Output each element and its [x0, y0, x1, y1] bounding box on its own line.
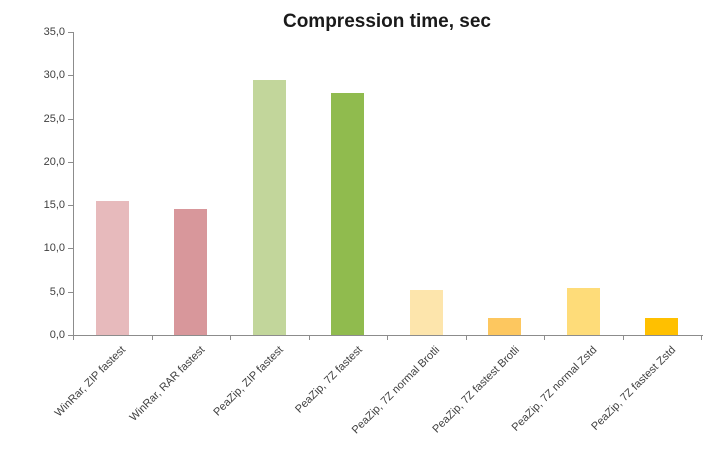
y-axis-tick-label: 20,0 [43, 156, 65, 168]
x-axis-category-label: PeaZip, 7Z normal Brotli [350, 344, 443, 437]
x-axis-tick [387, 335, 388, 340]
y-axis-tick-label: 15,0 [43, 199, 65, 211]
y-axis-tick [68, 119, 73, 120]
x-axis-tick [152, 335, 153, 340]
bar-3 [253, 80, 286, 335]
x-axis-tick [466, 335, 467, 340]
y-axis-tick-label: 25,0 [43, 113, 65, 125]
bar-7 [567, 288, 600, 335]
y-axis-tick-label: 5,0 [49, 286, 65, 298]
bar-1 [96, 201, 129, 335]
x-axis-category-label: PeaZip, 7Z normal Zstd [509, 344, 600, 434]
y-axis-tick [68, 292, 73, 293]
x-axis-tick [230, 335, 231, 340]
chart-title: Compression time, sec [282, 11, 492, 32]
y-axis-tick [68, 32, 73, 33]
x-axis-tick [309, 335, 310, 340]
y-axis-tick [68, 162, 73, 163]
x-axis-category-label: PeaZip, 7Z fastest Brotli [429, 344, 522, 436]
x-axis-tick [701, 335, 702, 340]
y-axis-tick [68, 248, 73, 249]
x-axis-category-label: WinRar, ZIP fastest [53, 344, 129, 420]
bar-4 [331, 93, 364, 335]
y-axis-tick-label: 30,0 [43, 69, 65, 81]
y-axis-tick-label: 10,0 [43, 242, 65, 254]
x-axis-category-label: PeaZip, 7Z fastest Zstd [589, 344, 679, 433]
bar-6 [488, 318, 521, 335]
y-axis-tick [68, 75, 73, 76]
x-axis-category-label: PeaZip, 7Z fastest [292, 344, 365, 416]
x-axis-category-label: WinRar, RAR fastest [127, 344, 208, 424]
x-axis-tick [623, 335, 624, 340]
bar-5 [410, 290, 443, 335]
x-axis-tick [73, 335, 74, 340]
bar-8 [645, 318, 678, 335]
y-axis-tick-label: 35,0 [43, 26, 65, 38]
x-axis-category-label: PeaZip, ZIP fastest [210, 344, 286, 419]
x-axis-line [73, 335, 703, 336]
y-axis-line [73, 32, 74, 335]
y-axis-tick [68, 335, 73, 336]
y-axis-tick [68, 205, 73, 206]
bar-2 [174, 209, 207, 335]
x-axis-tick [544, 335, 545, 340]
y-axis-tick-label: 0,0 [49, 329, 65, 341]
